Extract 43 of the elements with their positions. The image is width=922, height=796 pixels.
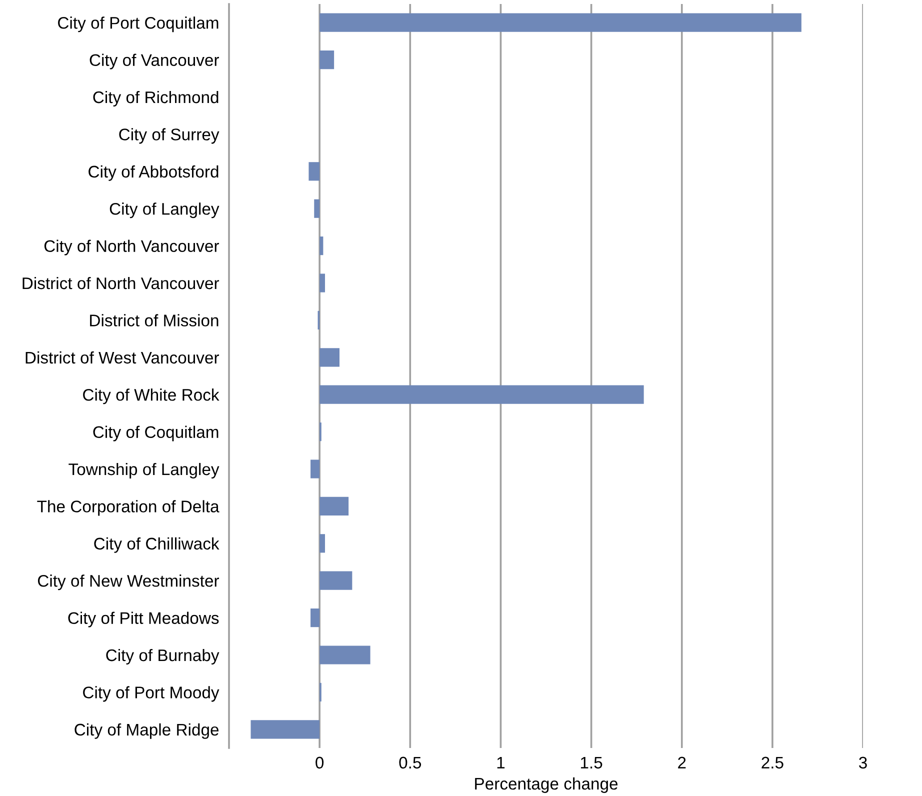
bar — [320, 50, 334, 70]
y-tick-label: City of Port Coquitlam — [58, 16, 218, 32]
bar — [320, 385, 644, 404]
y-tick-label: District of North Vancouver — [22, 276, 220, 290]
bar — [320, 496, 349, 516]
x-tick-label: 0 — [316, 756, 324, 769]
y-tick-label: City of White Rock — [83, 388, 220, 404]
bar — [320, 534, 326, 553]
y-tick-label: City of Coquitlam — [93, 426, 218, 442]
y-tick-label: Township of Langley — [68, 462, 220, 478]
bar — [310, 460, 320, 478]
bar — [320, 274, 326, 292]
y-tick-label: City of Chilliwack — [94, 537, 220, 553]
y-tick-label: City of Richmond — [93, 90, 218, 106]
y-tick-label: City of Langley — [110, 202, 220, 218]
bar — [310, 608, 320, 628]
y-tick-label: City of Abbotsford — [88, 165, 218, 181]
bar — [308, 162, 320, 181]
x-tick-label: 2.5 — [762, 756, 784, 769]
x-axis-title: Percentage change — [475, 777, 618, 793]
bar — [320, 13, 802, 32]
bar — [320, 646, 370, 664]
bar — [314, 199, 320, 218]
y-tick-label: City of Port Moody — [83, 686, 220, 702]
y-tick-label: City of Surrey — [119, 128, 220, 144]
x-tick-label: 1.5 — [580, 756, 602, 769]
y-tick-label: District of West Vancouver — [26, 351, 220, 364]
x-tick-label: 0.5 — [399, 756, 422, 769]
y-tick-label: District of Mission — [90, 314, 218, 326]
bar — [320, 348, 340, 367]
y-tick-label: The Corporation of Delta — [37, 500, 220, 516]
x-tick-label: 1 — [497, 756, 505, 768]
bar — [320, 571, 352, 590]
y-tick-label: City of Maple Ridge — [74, 723, 219, 739]
x-tick-label: 2 — [678, 756, 686, 768]
y-tick-label: City of New Westminster — [38, 574, 220, 590]
y-tick-label: City of Vancouver — [90, 54, 220, 70]
y-tick-label: City of North Vancouver — [44, 240, 220, 256]
bar — [250, 720, 320, 739]
y-tick-label: City of Pitt Meadows — [68, 612, 219, 628]
y-tick-label: City of Burnaby — [106, 648, 220, 664]
bar — [320, 236, 324, 256]
x-tick-label: 3 — [859, 756, 867, 769]
